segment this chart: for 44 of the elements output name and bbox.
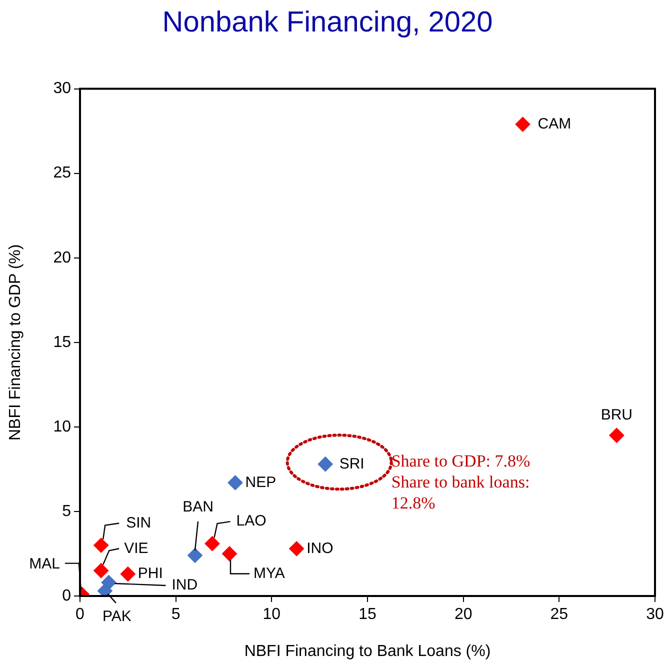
point	[609, 428, 624, 443]
y-axis-title: NBFI Financing to GDP (%)	[7, 244, 24, 441]
point	[97, 583, 112, 596]
annotation: SRI	[339, 455, 364, 472]
annotation: MYA	[254, 564, 285, 582]
point	[222, 546, 237, 562]
annotation: LAO	[236, 512, 266, 530]
annotation: CAM	[538, 115, 572, 132]
chart-title: Nonbank Financing, 2020	[162, 6, 493, 38]
y-tick-label: 20	[53, 249, 72, 266]
annotation: NEP	[245, 474, 276, 491]
point	[318, 456, 333, 472]
y-tick-label: 15	[53, 334, 72, 351]
x-tick-label: 0	[76, 606, 85, 624]
y-tick-label: 25	[53, 164, 72, 182]
annotation: INO	[306, 540, 334, 557]
annotation: VIE	[124, 540, 148, 557]
y-tick-label: 5	[62, 502, 72, 520]
y-tick-label: 0	[62, 587, 72, 604]
point	[228, 475, 243, 490]
point	[120, 566, 136, 582]
annotation: IND	[172, 576, 198, 594]
x-axis-title: NBFI Financing to Bank Loans (%)	[244, 642, 491, 660]
x-tick-label: 15	[358, 606, 376, 624]
annotation: PAK	[102, 608, 132, 626]
annotation: SIN	[126, 514, 152, 532]
point	[94, 563, 109, 578]
annotation: BRU	[600, 406, 633, 424]
y-tick-label: 10	[53, 418, 72, 436]
x-tick-label: 10	[262, 606, 281, 624]
annotation: Share to GDP: 7.8% Share to bank loans: 12.8%	[391, 452, 530, 513]
point	[188, 548, 202, 563]
point	[94, 538, 109, 553]
x-tick-label: 20	[454, 606, 472, 624]
y-tick-label: 30	[53, 80, 72, 98]
x-tick-label: 25	[550, 606, 568, 624]
annotation: BAN	[182, 498, 214, 516]
annotation: MAL	[29, 555, 60, 572]
annotation: PHI	[138, 565, 163, 582]
x-tick-label: 30	[646, 606, 664, 624]
x-tick-label: 5	[171, 606, 180, 624]
point	[515, 116, 530, 132]
point	[289, 541, 304, 556]
point	[204, 536, 220, 552]
